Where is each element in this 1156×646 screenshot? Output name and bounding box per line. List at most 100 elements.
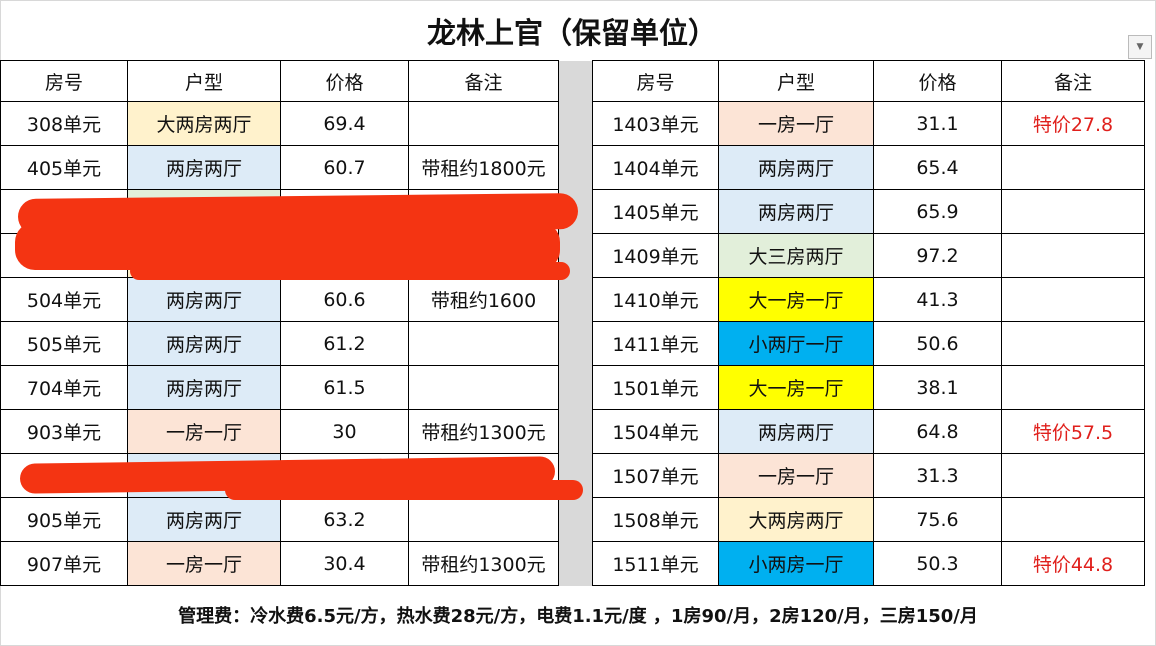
table-row: 308单元 大两房两厅 69.4 1403单元 一房一厅 31.1 特价27.8: [0, 101, 1145, 146]
room-cell[interactable]: 1409单元: [592, 233, 719, 278]
price-cell[interactable]: 41.3: [873, 277, 1002, 322]
price-cell[interactable]: 65.9: [873, 189, 1002, 234]
type-cell[interactable]: 大一房一厅: [718, 365, 874, 410]
header-price[interactable]: 价格: [873, 60, 1002, 102]
price-cell[interactable]: 61.5: [280, 365, 409, 410]
room-cell[interactable]: 1404单元: [592, 145, 719, 190]
price-cell[interactable]: 65.4: [873, 145, 1002, 190]
table-row: 704单元 两房两厅 61.5 1501单元 大一房一厅 38.1: [0, 365, 1145, 410]
header-price[interactable]: 价格: [280, 60, 409, 102]
type-cell[interactable]: 大两房两厅: [127, 101, 281, 146]
column-gap: [558, 101, 593, 146]
note-cell[interactable]: 带租约1600: [408, 277, 559, 322]
price-cell[interactable]: 60.6: [280, 277, 409, 322]
table-row: 505单元 两房两厅 61.2 1411单元 小两厅一厅 50.6: [0, 321, 1145, 366]
room-cell[interactable]: 505单元: [0, 321, 128, 366]
header-type[interactable]: 户型: [718, 60, 874, 102]
note-cell[interactable]: [1001, 189, 1145, 234]
header-note[interactable]: 备注: [1001, 60, 1145, 102]
table-row: 405单元 两房两厅 60.7 带租约1800元 1404单元 两房两厅 65.4: [0, 145, 1145, 190]
header-type[interactable]: 户型: [127, 60, 281, 102]
note-cell[interactable]: 带租约1800元: [408, 145, 559, 190]
price-cell[interactable]: 30: [280, 409, 409, 454]
room-cell[interactable]: 1405单元: [592, 189, 719, 234]
column-gap: [558, 365, 593, 410]
room-cell[interactable]: 504单元: [0, 277, 128, 322]
type-cell[interactable]: 两房两厅: [127, 277, 281, 322]
price-cell[interactable]: 64.8: [873, 409, 1002, 454]
note-cell[interactable]: [408, 497, 559, 542]
type-cell[interactable]: 大一房一厅: [718, 277, 874, 322]
room-cell[interactable]: 1511单元: [592, 541, 719, 586]
column-gap: [558, 60, 593, 102]
price-cell[interactable]: 97.2: [873, 233, 1002, 278]
table-row: 907单元 一房一厅 30.4 带租约1300元 1511单元 小两房一厅 50.3 特价44…: [0, 541, 1145, 586]
type-cell[interactable]: 一房一厅: [127, 409, 281, 454]
note-cell[interactable]: [1001, 497, 1145, 542]
type-cell[interactable]: 两房两厅: [718, 409, 874, 454]
price-cell[interactable]: 31.3: [873, 453, 1002, 498]
room-cell[interactable]: 308单元: [0, 101, 128, 146]
type-cell[interactable]: 大两房两厅: [718, 497, 874, 542]
units-table: 房号 户型 价格 备注 房号 户型 价格 备注 308单元 大两房两厅 69.4 1403单元 一房一厅…: [0, 60, 1145, 586]
note-cell[interactable]: [1001, 277, 1145, 322]
note-cell[interactable]: [408, 101, 559, 146]
room-cell[interactable]: 905单元: [0, 497, 128, 542]
room-cell[interactable]: 907单元: [0, 541, 128, 586]
type-cell[interactable]: 两房两厅: [718, 145, 874, 190]
type-cell[interactable]: 一房一厅: [718, 453, 874, 498]
type-cell[interactable]: 两房两厅: [127, 365, 281, 410]
table-row: 903单元 一房一厅 30 带租约1300元 1504单元 两房两厅 64.8 特价57.5: [0, 409, 1145, 454]
price-cell[interactable]: 75.6: [873, 497, 1002, 542]
note-cell[interactable]: [1001, 233, 1145, 278]
price-cell[interactable]: 63.2: [280, 497, 409, 542]
type-cell[interactable]: 两房两厅: [127, 497, 281, 542]
note-cell[interactable]: [408, 321, 559, 366]
note-cell[interactable]: [1001, 453, 1145, 498]
header-note[interactable]: 备注: [408, 60, 559, 102]
price-cell[interactable]: 69.4: [280, 101, 409, 146]
type-cell[interactable]: 两房两厅: [718, 189, 874, 234]
note-cell[interactable]: 带租约1300元: [408, 541, 559, 586]
type-cell[interactable]: 小两房一厅: [718, 541, 874, 586]
note-cell[interactable]: 带租约1300元: [408, 409, 559, 454]
type-cell[interactable]: 小两厅一厅: [718, 321, 874, 366]
column-gap: [558, 145, 593, 190]
room-cell[interactable]: 405单元: [0, 145, 128, 190]
type-cell[interactable]: 一房一厅: [127, 541, 281, 586]
room-cell[interactable]: 1504单元: [592, 409, 719, 454]
price-cell[interactable]: 50.6: [873, 321, 1002, 366]
note-cell[interactable]: [1001, 365, 1145, 410]
room-cell[interactable]: 1501单元: [592, 365, 719, 410]
note-cell[interactable]: 特价27.8: [1001, 101, 1145, 146]
room-cell[interactable]: 903单元: [0, 409, 128, 454]
header-room[interactable]: 房号: [0, 60, 128, 102]
room-cell[interactable]: 1508单元: [592, 497, 719, 542]
type-cell[interactable]: 大三房两厅: [718, 233, 874, 278]
room-cell[interactable]: 704单元: [0, 365, 128, 410]
note-cell[interactable]: [1001, 145, 1145, 190]
redaction-scribble: [130, 262, 570, 280]
price-cell[interactable]: 31.1: [873, 101, 1002, 146]
note-cell[interactable]: 特价44.8: [1001, 541, 1145, 586]
column-gap: [558, 409, 593, 454]
room-cell[interactable]: 1410单元: [592, 277, 719, 322]
room-cell[interactable]: 1411单元: [592, 321, 719, 366]
header-row: 房号 户型 价格 备注 房号 户型 价格 备注: [0, 60, 1145, 102]
price-cell[interactable]: 61.2: [280, 321, 409, 366]
type-cell[interactable]: 一房一厅: [718, 101, 874, 146]
type-cell[interactable]: 两房两厅: [127, 145, 281, 190]
table-row: 504单元 两房两厅 60.6 带租约1600 1410单元 大一房一厅 41.3: [0, 277, 1145, 322]
price-cell[interactable]: 30.4: [280, 541, 409, 586]
note-cell[interactable]: 特价57.5: [1001, 409, 1145, 454]
note-cell[interactable]: [1001, 321, 1145, 366]
room-cell[interactable]: 1507单元: [592, 453, 719, 498]
note-cell[interactable]: [408, 365, 559, 410]
price-cell[interactable]: 50.3: [873, 541, 1002, 586]
dropdown-arrow-icon[interactable]: ▼: [1128, 35, 1152, 59]
price-cell[interactable]: 38.1: [873, 365, 1002, 410]
price-cell[interactable]: 60.7: [280, 145, 409, 190]
type-cell[interactable]: 两房两厅: [127, 321, 281, 366]
room-cell[interactable]: 1403单元: [592, 101, 719, 146]
header-room[interactable]: 房号: [592, 60, 719, 102]
